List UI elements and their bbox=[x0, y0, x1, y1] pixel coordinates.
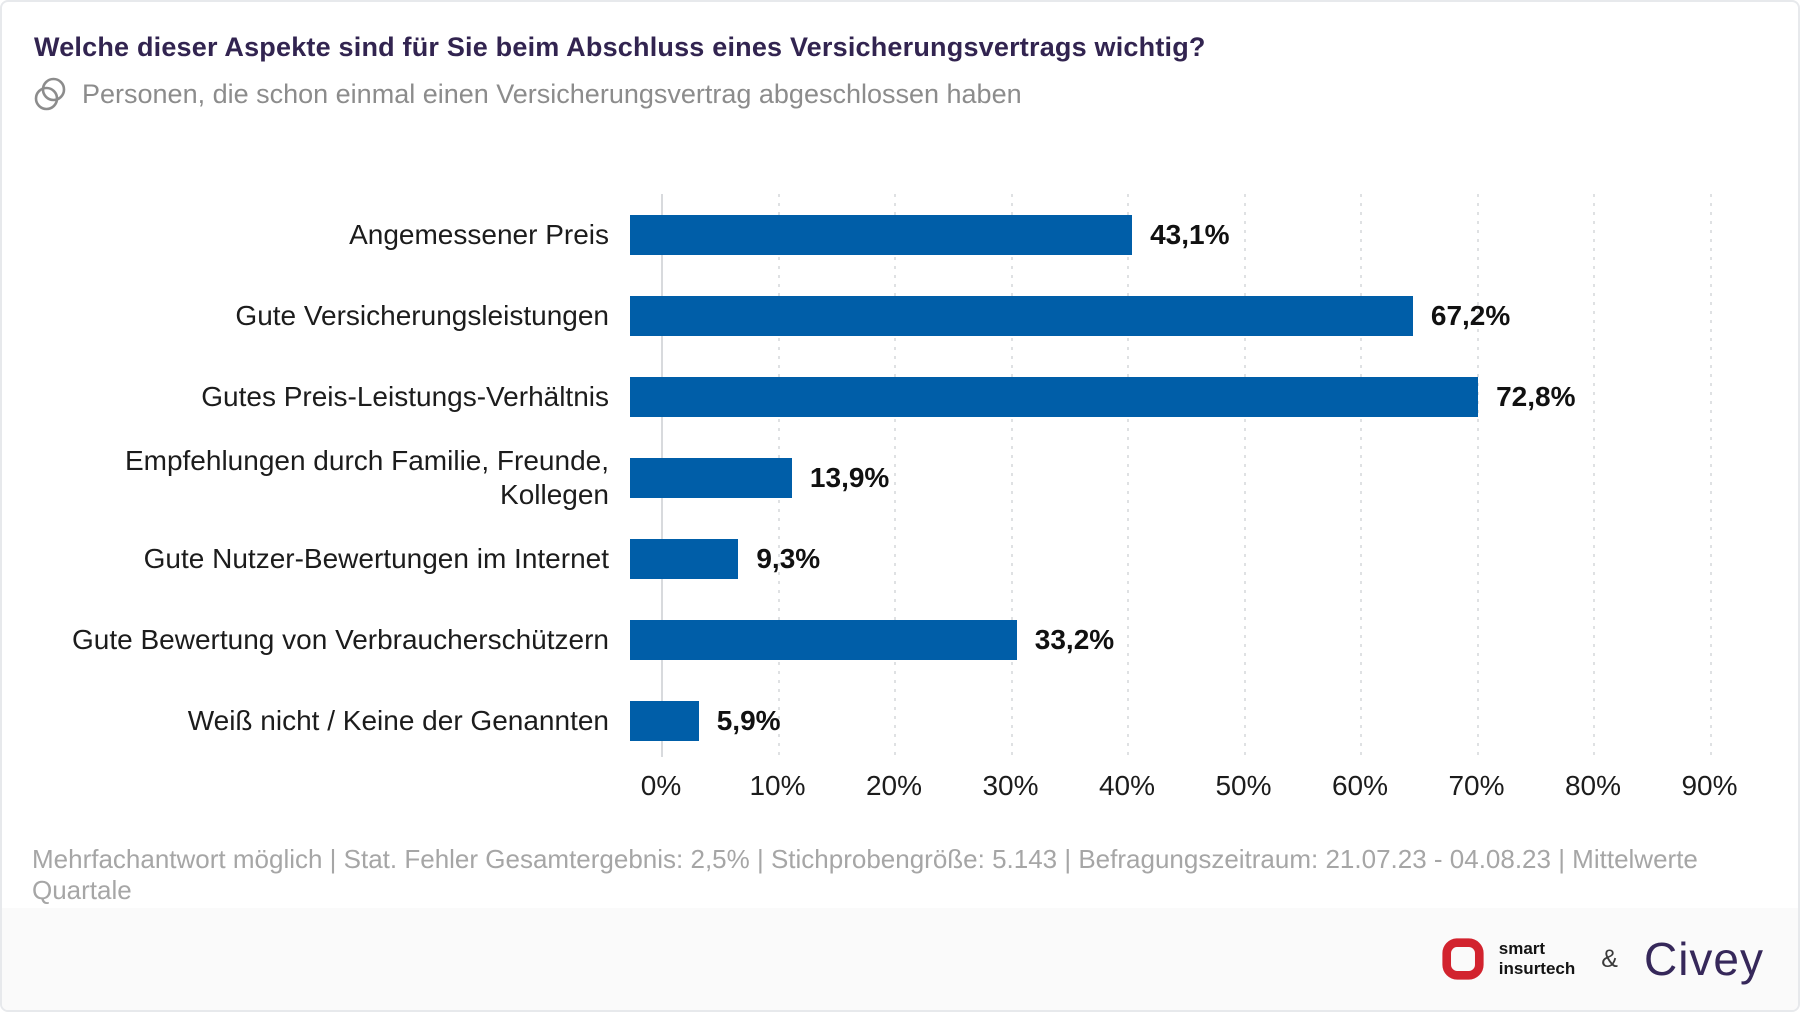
category-label: Gute Nutzer-Bewertungen im Internet bbox=[143, 542, 609, 574]
civey-logo: Civey bbox=[1643, 933, 1764, 985]
bar-track: 67,2% bbox=[630, 295, 1798, 336]
x-tick-label: 70% bbox=[1448, 770, 1505, 801]
branding-bar: smart insurtech & Civey bbox=[2, 908, 1798, 1010]
chart-row: Weiß nicht / Keine der Genannten 5,9% bbox=[2, 680, 1798, 761]
smart-insurtech-icon bbox=[1442, 938, 1484, 980]
x-tick-label: 80% bbox=[1564, 770, 1622, 801]
bar bbox=[630, 538, 739, 579]
insurtech-line: insurtech bbox=[1498, 959, 1576, 978]
x-tick-label: 20% bbox=[865, 770, 923, 801]
bar-value-label: 13,9% bbox=[809, 461, 890, 493]
bar-track: 72,8% bbox=[630, 376, 1798, 417]
chart-rows: Angemessener Preis 43,1% Gute Versicherung… bbox=[2, 194, 1798, 761]
gridline bbox=[1127, 194, 1129, 757]
gridline bbox=[1709, 194, 1712, 757]
x-tick-label: 60% bbox=[1331, 770, 1389, 801]
gridline bbox=[894, 194, 896, 757]
smart-line: smart bbox=[1498, 939, 1546, 959]
x-axis: 0% 10% 20% 30% 40% 50% 60% 70% 80% 90% bbox=[2, 770, 1798, 806]
bar bbox=[630, 295, 1413, 336]
x-tick-label: 10% bbox=[749, 770, 806, 801]
x-tick-label: 90% bbox=[1681, 770, 1738, 801]
bar-value-label: 72,8% bbox=[1496, 380, 1576, 412]
subtitle: Personen, die schon einmal einen Versich… bbox=[32, 76, 1022, 112]
x-tick-label: 50% bbox=[1215, 770, 1272, 801]
bar-track: 9,3% bbox=[630, 538, 1798, 579]
page-title: Welche dieser Aspekte sind für Sie beim … bbox=[34, 32, 1206, 62]
x-tick-label: 30% bbox=[982, 770, 1039, 801]
bar-chart: Angemessener Preis 43,1% Gute Versicherung… bbox=[2, 194, 1798, 834]
category-label: Weiß nicht / Keine der Genannten bbox=[187, 704, 609, 736]
bar-value-label: 5,9% bbox=[716, 704, 781, 736]
bar-value-label: 9,3% bbox=[756, 542, 821, 574]
chart-row: Gute Versicherungsleistungen 67,2% bbox=[2, 275, 1798, 356]
chart-row: Angemessener Preis 43,1% bbox=[2, 194, 1798, 275]
audience-circles-icon bbox=[34, 77, 66, 111]
subtitle-text: Personen, die schon einmal einen Versich… bbox=[82, 78, 1022, 109]
bar bbox=[630, 457, 792, 498]
bar-track: 13,9% bbox=[630, 457, 1798, 498]
bar-track: 5,9% bbox=[630, 700, 1798, 741]
chart-row: Gute Nutzer-Bewertungen im Internet 9,3% bbox=[2, 518, 1798, 599]
bar-value-label: 67,2% bbox=[1430, 299, 1511, 331]
chart-row: Gute Bewertung von Verbraucherschützern 3… bbox=[2, 599, 1798, 680]
x-tick-label: 0% bbox=[640, 770, 682, 801]
methodology-note: Mehrfachantwort möglich | Stat. Fehler G… bbox=[32, 844, 1698, 905]
gridline bbox=[1593, 194, 1595, 757]
category-label: Empfehlungen durch Familie, Freunde, Kol… bbox=[124, 445, 609, 510]
category-label: Angemessener Preis bbox=[349, 218, 609, 250]
x-tick-label: 40% bbox=[1098, 770, 1156, 801]
gridline bbox=[1360, 194, 1362, 757]
ampersand: & bbox=[1601, 944, 1618, 973]
category-label: Gute Versicherungsleistungen bbox=[235, 299, 609, 331]
smart-insurtech-wordmark: smart insurtech bbox=[1499, 939, 1576, 978]
bar-track: 43,1% bbox=[630, 214, 1798, 255]
category-label: Gutes Preis-Leistungs-Verhältnis bbox=[201, 380, 609, 412]
bar-value-label: 33,2% bbox=[1034, 623, 1115, 655]
chart-row: Empfehlungen durch Familie, Freunde, Kol… bbox=[2, 437, 1798, 518]
bar bbox=[630, 619, 1017, 660]
gridline bbox=[1476, 194, 1479, 757]
bar-value-label: 43,1% bbox=[1150, 218, 1230, 250]
chart-row: Gutes Preis-Leistungs-Verhältnis 72,8% bbox=[2, 356, 1798, 437]
gridline bbox=[1010, 194, 1013, 757]
bar bbox=[630, 376, 1479, 417]
category-label: Gute Bewertung von Verbraucherschützern bbox=[72, 623, 609, 655]
gridline bbox=[1243, 194, 1246, 757]
smart-insurtech-logo: smart insurtech bbox=[1440, 936, 1576, 982]
bar bbox=[630, 700, 699, 741]
bar-track: 33,2% bbox=[630, 619, 1798, 660]
bar bbox=[630, 214, 1133, 255]
